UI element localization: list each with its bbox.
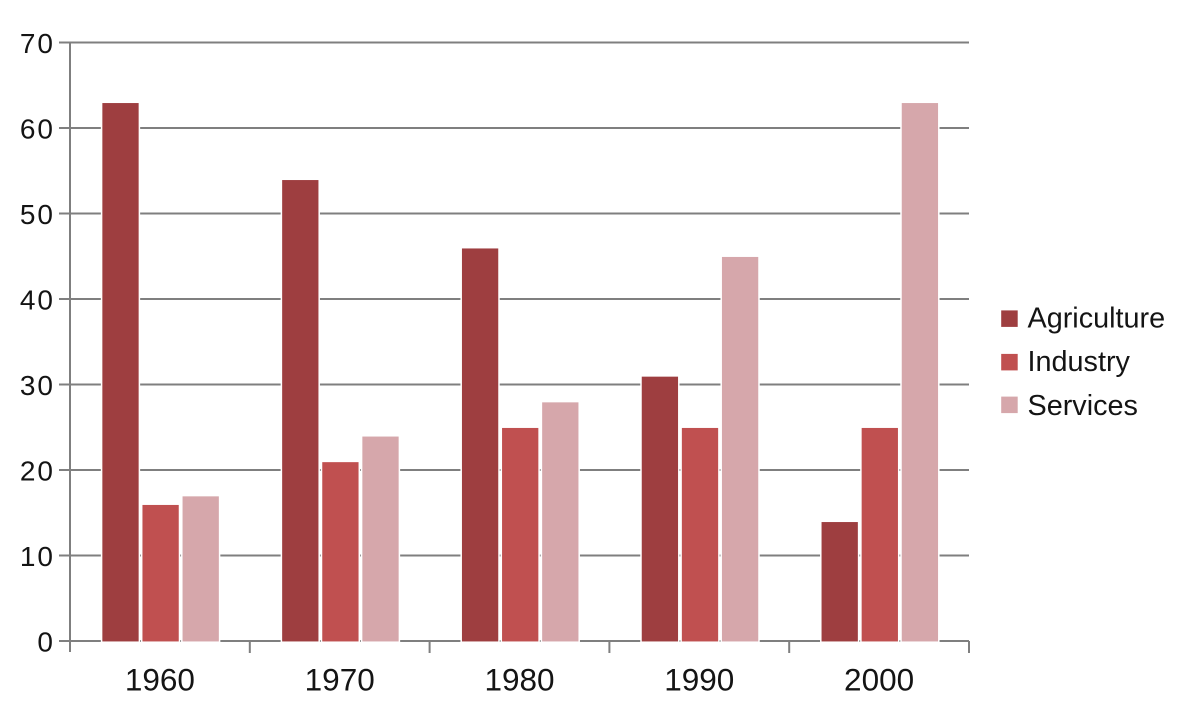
svg-text:70: 70 xyxy=(20,28,55,59)
svg-text:40: 40 xyxy=(20,285,55,316)
svg-text:2000: 2000 xyxy=(844,662,914,698)
svg-text:1980: 1980 xyxy=(484,662,554,698)
svg-text:20: 20 xyxy=(20,456,55,487)
svg-text:1960: 1960 xyxy=(125,662,195,698)
svg-text:Agriculture: Agriculture xyxy=(1028,303,1166,335)
svg-text:50: 50 xyxy=(20,199,55,230)
svg-text:60: 60 xyxy=(20,114,55,145)
svg-text:1970: 1970 xyxy=(305,662,375,698)
svg-text:10: 10 xyxy=(20,541,55,572)
svg-text:1990: 1990 xyxy=(664,662,734,698)
svg-text:Industry: Industry xyxy=(1028,346,1131,378)
svg-text:30: 30 xyxy=(20,370,55,401)
svg-text:0: 0 xyxy=(37,627,55,658)
svg-text:Services: Services xyxy=(1028,390,1138,422)
